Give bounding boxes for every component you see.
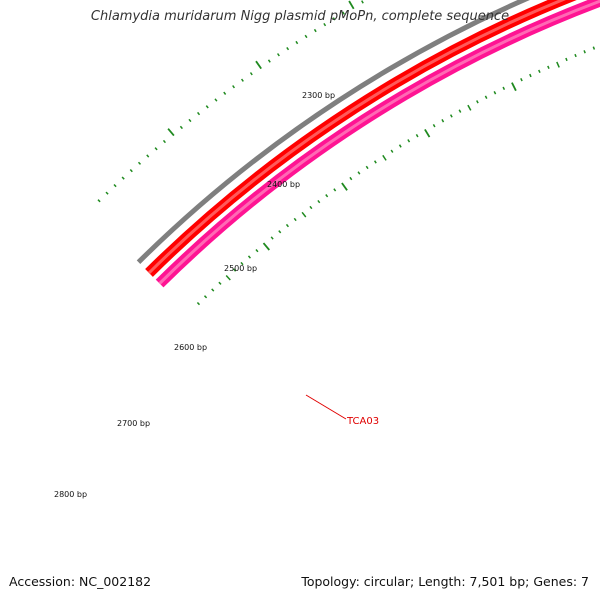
backbone-ring	[136, 0, 531, 264]
inner-minor-tick	[301, 211, 307, 218]
scale-label: 2700 bp	[117, 419, 150, 428]
inner-minor-tick	[285, 223, 289, 228]
scale-label: 2300 bp	[302, 91, 335, 100]
outer-minor-tick	[179, 125, 183, 130]
inner-minor-tick	[278, 230, 282, 234]
outer-major-tick	[255, 60, 262, 70]
outer-minor-tick	[129, 169, 133, 173]
inner-minor-tick	[218, 281, 222, 285]
inner-minor-tick	[529, 73, 532, 78]
inner-minor-tick	[225, 274, 231, 281]
inner-minor-tick	[520, 77, 523, 82]
outer-major-tick	[167, 128, 175, 137]
inner-minor-tick	[441, 119, 445, 123]
outer-minor-tick	[197, 111, 201, 116]
accession-label: Accession: NC_002182	[9, 574, 152, 589]
inner-minor-tick	[233, 268, 237, 272]
outer-minor-tick	[97, 199, 101, 203]
inner-minor-tick	[502, 86, 506, 91]
reverse-gene-highlight	[158, 0, 600, 285]
outer-minor-tick	[240, 78, 244, 82]
outer-minor-tick	[214, 98, 218, 102]
inner-minor-tick	[476, 100, 479, 104]
inner-major-tick	[511, 82, 517, 92]
inner-minor-tick	[247, 255, 251, 259]
outer-minor-tick	[223, 91, 227, 95]
outer-minor-tick	[113, 183, 117, 188]
inner-minor-tick	[293, 217, 297, 222]
inner-minor-tick	[538, 69, 541, 74]
outer-major-tick	[348, 0, 355, 10]
inner-minor-tick	[432, 124, 436, 128]
inner-minor-tick	[309, 205, 313, 210]
inner-minor-tick	[583, 50, 586, 54]
outer-minor-tick	[267, 59, 271, 63]
outer-minor-tick	[276, 53, 280, 57]
outer-minor-tick	[105, 191, 109, 195]
feature-label-tca03: TCA03	[346, 416, 379, 427]
outer-minor-tick	[313, 28, 317, 33]
inner-minor-tick	[357, 171, 361, 175]
outer-minor-tick	[154, 147, 158, 151]
feature-callout-line	[305, 394, 347, 420]
inner-minor-tick	[240, 261, 244, 266]
outer-minor-tick	[323, 22, 327, 27]
inner-minor-tick	[565, 57, 568, 62]
outer-minor-tick	[205, 105, 209, 109]
outer-minor-tick	[304, 34, 308, 39]
inner-minor-tick	[255, 249, 259, 253]
inner-minor-tick	[467, 104, 472, 111]
map-arcs	[136, 0, 600, 288]
outer-minor-tick	[286, 46, 290, 51]
inner-minor-tick	[547, 65, 550, 69]
outer-minor-tick	[188, 118, 192, 123]
inner-minor-tick	[556, 61, 560, 68]
outer-minor-tick	[249, 72, 253, 76]
inner-minor-tick	[390, 149, 394, 153]
inner-minor-tick	[349, 176, 353, 181]
inner-minor-tick	[333, 188, 337, 192]
outer-minor-tick	[332, 17, 336, 21]
inner-major-tick	[262, 242, 270, 251]
inner-minor-tick	[325, 194, 329, 198]
outer-minor-tick	[162, 139, 166, 144]
inner-minor-tick	[493, 91, 497, 95]
outer-minor-tick	[137, 161, 142, 165]
inner-minor-tick	[203, 295, 208, 299]
inner-minor-tick	[592, 46, 596, 50]
inner-major-tick	[341, 182, 348, 191]
inner-minor-tick	[574, 53, 577, 58]
outer-minor-tick	[232, 85, 236, 89]
inner-minor-tick	[458, 109, 462, 113]
inner-minor-tick	[449, 114, 453, 118]
scale-labels: 2300 bp 2400 bp 2500 bp 2600 bp 2700 bp 2800 …	[54, 91, 335, 499]
scale-ticks	[97, 0, 596, 306]
inner-minor-tick	[373, 160, 377, 164]
inner-minor-tick	[270, 236, 274, 240]
inner-minor-tick	[211, 288, 215, 292]
inner-minor-tick	[415, 134, 419, 138]
inner-minor-tick	[382, 154, 387, 161]
scale-label: 2800 bp	[54, 490, 87, 499]
inner-minor-tick	[365, 165, 369, 170]
map-title: Chlamydia muridarum Nigg plasmid pMoPn, …	[90, 9, 510, 24]
outer-minor-tick	[295, 40, 299, 45]
outer-minor-tick	[146, 154, 150, 158]
inner-minor-tick	[196, 301, 201, 306]
scale-label: 2400 bp	[267, 180, 300, 189]
outer-minor-tick	[361, 0, 364, 4]
inner-minor-tick	[484, 95, 488, 99]
outer-minor-tick	[121, 176, 125, 180]
scale-label: 2500 bp	[224, 264, 257, 273]
reverse-gene-arc-tca03	[155, 0, 600, 288]
scale-label: 2600 bp	[174, 343, 207, 352]
inner-minor-tick	[407, 139, 411, 143]
inner-minor-tick	[317, 199, 321, 204]
summary-label: Topology: circular; Length: 7,501 bp; Ge…	[301, 574, 589, 589]
outer-minor-tick	[342, 11, 345, 15]
inner-major-tick	[424, 128, 431, 138]
inner-minor-tick	[398, 144, 402, 148]
forward-gene-highlight	[147, 0, 567, 274]
